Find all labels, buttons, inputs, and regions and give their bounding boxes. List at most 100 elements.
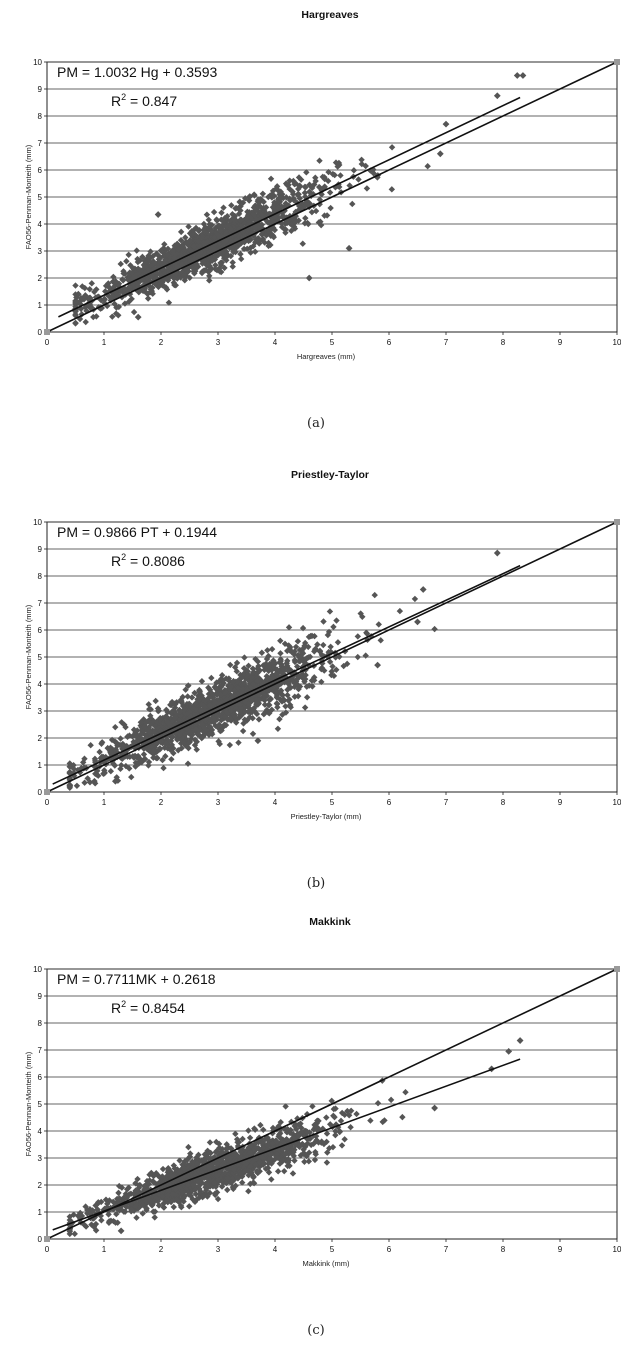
data-point bbox=[233, 1168, 240, 1175]
data-point bbox=[202, 267, 209, 274]
data-point bbox=[224, 1186, 231, 1194]
y-tick-label: 3 bbox=[38, 1154, 43, 1163]
data-point bbox=[147, 706, 154, 713]
data-point bbox=[112, 746, 119, 753]
data-point bbox=[113, 748, 121, 756]
y-tick-label: 1 bbox=[38, 301, 43, 310]
data-point bbox=[312, 207, 320, 215]
data-point bbox=[375, 621, 382, 628]
data-point bbox=[172, 710, 180, 718]
data-point bbox=[200, 1192, 208, 1200]
data-point bbox=[177, 731, 184, 738]
data-point bbox=[226, 678, 233, 685]
data-point bbox=[202, 1190, 210, 1198]
data-point bbox=[151, 1214, 158, 1221]
data-point bbox=[220, 218, 227, 225]
data-point bbox=[150, 754, 157, 761]
data-point bbox=[107, 749, 115, 756]
data-point bbox=[233, 659, 241, 667]
data-point bbox=[228, 1179, 235, 1186]
data-point bbox=[274, 1154, 282, 1161]
data-point bbox=[104, 1200, 111, 1207]
data-point bbox=[315, 1139, 322, 1146]
data-point bbox=[120, 268, 127, 275]
data-point bbox=[294, 1132, 302, 1139]
data-point bbox=[310, 1140, 317, 1148]
y-tick-label: 9 bbox=[38, 85, 43, 94]
data-point bbox=[181, 1158, 189, 1165]
data-point bbox=[111, 300, 118, 308]
data-point bbox=[176, 716, 184, 723]
data-point bbox=[217, 691, 225, 698]
data-point bbox=[314, 641, 321, 648]
data-point bbox=[299, 240, 306, 247]
data-point bbox=[249, 665, 257, 672]
data-point bbox=[218, 1177, 225, 1185]
data-point bbox=[229, 678, 237, 686]
data-point bbox=[273, 671, 281, 678]
data-point bbox=[212, 1190, 219, 1197]
data-point bbox=[379, 1118, 386, 1126]
data-point bbox=[78, 764, 85, 772]
data-point bbox=[145, 723, 153, 731]
data-point bbox=[137, 731, 144, 738]
data-point bbox=[165, 1187, 173, 1194]
data-point bbox=[267, 175, 275, 182]
data-point bbox=[325, 628, 333, 636]
data-point bbox=[258, 221, 266, 228]
data-point bbox=[276, 715, 283, 723]
data-point bbox=[126, 765, 133, 772]
data-point bbox=[191, 689, 198, 697]
data-point bbox=[183, 239, 190, 247]
data-point bbox=[198, 734, 205, 742]
data-point bbox=[240, 665, 248, 672]
data-point bbox=[279, 711, 286, 718]
data-point bbox=[245, 1188, 252, 1195]
data-point bbox=[90, 313, 97, 321]
data-point bbox=[232, 243, 240, 250]
data-point bbox=[231, 691, 238, 699]
r-squared-annotation: R2 = 0.8454 bbox=[111, 999, 185, 1016]
data-point bbox=[206, 277, 213, 284]
data-point bbox=[327, 204, 334, 212]
data-point bbox=[315, 1117, 322, 1125]
data-point bbox=[300, 1149, 307, 1157]
data-point bbox=[221, 264, 228, 272]
x-tick-label: 6 bbox=[387, 1245, 392, 1254]
data-point bbox=[121, 721, 128, 728]
x-tick-label: 4 bbox=[273, 338, 278, 347]
y-tick-label: 9 bbox=[38, 545, 43, 554]
data-point bbox=[96, 748, 103, 756]
data-point bbox=[327, 643, 334, 650]
y-tick-label: 2 bbox=[38, 1181, 43, 1190]
data-point bbox=[266, 710, 273, 717]
data-point bbox=[261, 701, 269, 708]
data-point bbox=[250, 1179, 258, 1187]
data-point bbox=[211, 1153, 218, 1161]
data-point bbox=[162, 753, 169, 760]
data-point bbox=[192, 1171, 199, 1178]
data-point bbox=[169, 1173, 176, 1180]
data-point bbox=[304, 1128, 311, 1136]
data-point bbox=[313, 1123, 320, 1130]
data-point bbox=[338, 1142, 346, 1149]
data-point bbox=[179, 261, 186, 268]
data-point bbox=[232, 248, 239, 256]
data-point bbox=[119, 755, 126, 763]
data-point bbox=[139, 1201, 147, 1209]
data-point bbox=[210, 691, 218, 699]
data-point bbox=[184, 682, 192, 689]
data-point bbox=[237, 708, 244, 715]
data-point bbox=[239, 1135, 246, 1143]
data-point bbox=[282, 1103, 289, 1110]
data-point bbox=[230, 687, 238, 694]
data-point bbox=[134, 265, 142, 272]
data-point bbox=[250, 1174, 257, 1181]
data-point bbox=[185, 267, 192, 275]
data-point bbox=[239, 727, 247, 735]
data-point bbox=[201, 720, 209, 728]
data-point bbox=[122, 762, 130, 770]
data-point bbox=[142, 283, 149, 290]
r2-value: = 0.8454 bbox=[126, 1000, 185, 1016]
data-point bbox=[281, 1151, 289, 1159]
